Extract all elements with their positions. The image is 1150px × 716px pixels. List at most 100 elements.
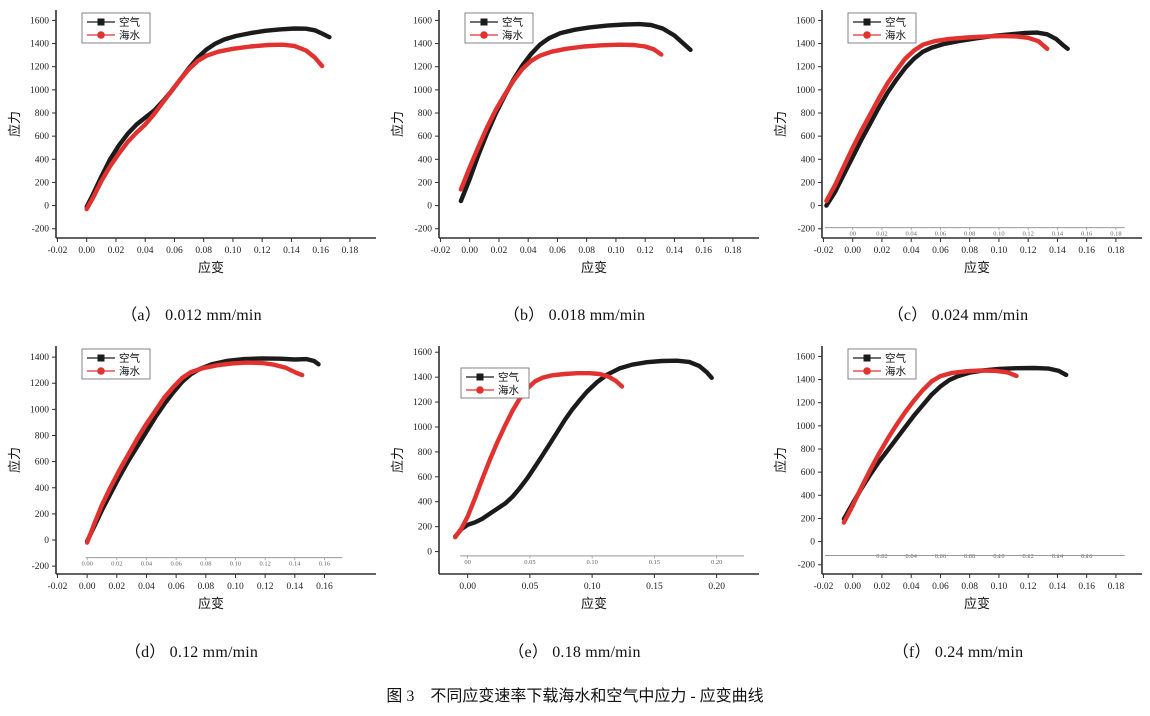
- svg-text:0.08: 0.08: [197, 582, 214, 592]
- svg-text:1400: 1400: [796, 376, 815, 386]
- axes: -0.02 0.00 0.02 0.04 0.06 0.08 0.10 0.12 0.14 0.1…: [7, 10, 376, 275]
- svg-text:0.18: 0.18: [341, 246, 358, 256]
- axes: 0.00 0.05 0.10 0.15 0.20 0 200 400 600 800 1000 120…: [390, 346, 759, 611]
- legend-square-marker-icon: [863, 354, 871, 362]
- svg-text:800: 800: [801, 445, 816, 455]
- subplot-b-caption: （b） 0.018 mm/min: [383, 290, 766, 336]
- x-axis-label: 应变: [964, 596, 990, 611]
- svg-text:空气: 空气: [885, 352, 906, 365]
- svg-text:0.20: 0.20: [708, 582, 725, 592]
- svg-text:0.00: 0.00: [461, 246, 478, 256]
- svg-text:0.06: 0.06: [170, 561, 182, 568]
- svg-text:1200: 1200: [796, 63, 815, 73]
- svg-text:海水: 海水: [502, 29, 523, 42]
- subplot-b: -0.02 0.00 0.02 0.04 0.06 0.08 0.10 0.12 0.14 0.1…: [383, 0, 766, 290]
- svg-text:1600: 1600: [30, 16, 49, 26]
- svg-text:1600: 1600: [413, 348, 432, 358]
- svg-text:1600: 1600: [796, 16, 815, 26]
- svg-text:0.12: 0.12: [1020, 246, 1037, 256]
- svg-text:0.12: 0.12: [1020, 582, 1037, 592]
- svg-text:0.02: 0.02: [874, 246, 891, 256]
- svg-text:0.02: 0.02: [108, 582, 125, 592]
- svg-text:0.02: 0.02: [490, 246, 507, 256]
- y-axis-label: 应力: [7, 111, 22, 137]
- svg-text:200: 200: [34, 178, 49, 188]
- ghost-axis: 0.00 0.02 0.04 0.06 0.08 0.10 0.12 0.14 0.16: [81, 557, 342, 568]
- svg-text:0.12: 0.12: [636, 246, 653, 256]
- svg-text:00: 00: [849, 231, 856, 238]
- svg-text:1400: 1400: [413, 373, 432, 383]
- svg-text:0.06: 0.06: [167, 582, 184, 592]
- svg-text:0.16: 0.16: [312, 246, 329, 256]
- svg-text:0.16: 0.16: [318, 561, 330, 568]
- subplot-b-plot: -0.02 0.00 0.02 0.04 0.06 0.08 0.10 0.12 0.14 0.1…: [390, 10, 759, 275]
- svg-text:0.16: 0.16: [1081, 231, 1093, 238]
- axes: -0.02 0.00 0.02 0.04 0.06 0.08 0.10 0.12 0.14 0.1…: [390, 10, 759, 275]
- svg-text:空气: 空气: [502, 16, 523, 29]
- ghost-axis: 0.02 0.04 0.06 0.08 0.10 0.12 0.14 0.16: [824, 553, 1125, 560]
- legend-square-marker-icon: [863, 18, 871, 26]
- subplot-b-caption-text: （b） 0.018 mm/min: [503, 307, 646, 324]
- svg-text:0.12: 0.12: [256, 582, 273, 592]
- svg-text:400: 400: [801, 155, 816, 165]
- subplot-d-caption: （d） 0.12 mm/min: [0, 628, 383, 672]
- subplot-c-caption-text: （c） 0.024 mm/min: [887, 307, 1029, 324]
- svg-text:0.16: 0.16: [695, 246, 712, 256]
- svg-text:600: 600: [417, 132, 432, 142]
- subplot-f: -0.02 0.00 0.02 0.04 0.06 0.08 0.10 0.12 0.14 0.1…: [766, 336, 1150, 628]
- svg-text:0.08: 0.08: [578, 246, 595, 256]
- svg-text:0.08: 0.08: [195, 246, 212, 256]
- svg-text:0: 0: [427, 202, 432, 212]
- subplot-f-plot: -0.02 0.00 0.02 0.04 0.06 0.08 0.10 0.12 0.14 0.1…: [773, 346, 1142, 611]
- svg-text:0.18: 0.18: [1108, 246, 1125, 256]
- svg-text:0.14: 0.14: [286, 582, 303, 592]
- svg-text:1200: 1200: [30, 379, 49, 389]
- svg-text:0.16: 0.16: [316, 582, 333, 592]
- ghost-axis: 00 0.02 0.04 0.06 0.08 0.10 0.12 0.14 0.16 0.18: [824, 227, 1125, 238]
- svg-text:0.05: 0.05: [521, 582, 538, 592]
- svg-text:0: 0: [810, 538, 815, 548]
- svg-text:0.12: 0.12: [259, 561, 270, 568]
- svg-text:0.10: 0.10: [991, 582, 1008, 592]
- svg-text:1000: 1000: [413, 423, 432, 433]
- svg-text:1200: 1200: [413, 63, 432, 73]
- svg-text:0.10: 0.10: [583, 582, 600, 592]
- svg-text:200: 200: [34, 510, 49, 520]
- svg-text:0.14: 0.14: [1052, 231, 1064, 238]
- legend-square-marker-icon: [476, 373, 483, 381]
- svg-text:1600: 1600: [413, 16, 432, 26]
- svg-text:0.05: 0.05: [524, 559, 535, 566]
- svg-text:海水: 海水: [119, 29, 140, 42]
- svg-text:0.08: 0.08: [961, 582, 978, 592]
- svg-text:0.00: 0.00: [844, 246, 861, 256]
- svg-text:1400: 1400: [30, 40, 49, 50]
- subplot-a: -0.02 0.00 0.02 0.04 0.06 0.08 0.10 0.12 0.14 0.1…: [0, 0, 383, 290]
- svg-text:800: 800: [801, 109, 816, 119]
- x-axis-label: 应变: [197, 260, 223, 275]
- svg-text:0.12: 0.12: [253, 246, 270, 256]
- legend-circle-marker-icon: [479, 31, 488, 39]
- svg-text:0.18: 0.18: [1110, 231, 1121, 238]
- series-seawater: [84, 42, 324, 212]
- svg-text:1400: 1400: [796, 40, 815, 50]
- svg-text:1000: 1000: [30, 86, 49, 96]
- y-axis-label: 应力: [390, 447, 405, 473]
- svg-text:-0.02: -0.02: [430, 246, 450, 256]
- svg-text:0.15: 0.15: [646, 582, 663, 592]
- svg-text:0.02: 0.02: [111, 561, 122, 568]
- subplot-f-caption-text: （f） 0.24 mm/min: [892, 644, 1024, 661]
- figure-caption: 图 3 不同应变速率下载海水和空气中应力 - 应变曲线: [0, 672, 1150, 716]
- svg-text:600: 600: [34, 132, 49, 142]
- svg-text:0.10: 0.10: [991, 246, 1008, 256]
- svg-text:0.04: 0.04: [906, 231, 918, 238]
- svg-text:0.00: 0.00: [78, 246, 95, 256]
- legend-square-marker-icon: [480, 18, 487, 26]
- svg-text:0.14: 0.14: [666, 246, 683, 256]
- svg-text:海水: 海水: [885, 29, 906, 42]
- axes: -0.02 0.00 0.02 0.04 0.06 0.08 0.10 0.12 0.14 0.1…: [773, 10, 1142, 275]
- svg-text:-200: -200: [798, 225, 816, 235]
